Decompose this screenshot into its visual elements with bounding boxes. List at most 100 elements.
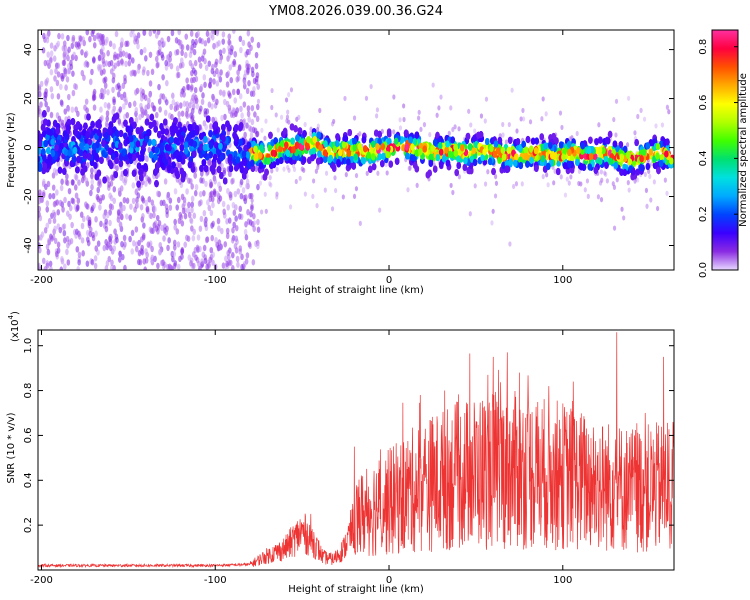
spectrogram-cell [202, 209, 207, 217]
spectrogram-cell [177, 121, 182, 129]
spectrogram-cell [136, 67, 141, 74]
spectrogram-cell [96, 186, 101, 194]
spectrogram-cell [234, 164, 239, 172]
spectrogram-cell [237, 213, 242, 220]
spectrogram-cell [154, 32, 159, 39]
spectrogram-cell [177, 30, 181, 36]
spectrogram-cell [71, 70, 75, 77]
spectrogram-cell [69, 59, 73, 67]
spectrogram-cell [173, 188, 178, 195]
spectrogram-cell [49, 50, 54, 57]
spectrogram-cell [94, 245, 99, 252]
spectrogram-cell [222, 167, 227, 174]
spectrogram-cell [263, 191, 267, 197]
spectrogram-cell [175, 204, 180, 211]
spectrogram-cell [604, 171, 608, 177]
spectrogram-cell [135, 202, 140, 209]
spectrogram-cell [92, 42, 97, 49]
spectrogram-cell [113, 62, 118, 69]
spectrogram-cell [55, 199, 60, 206]
spectrogram-cell [172, 244, 177, 251]
spectrogram-cell [164, 229, 169, 236]
spectrogram-cell [209, 246, 214, 254]
spectrogram-cell [190, 84, 194, 91]
spectrogram-cell [233, 242, 238, 250]
spectrogram-cell [177, 217, 182, 225]
spectrogram-cell [133, 69, 137, 77]
spectrogram-cell [55, 189, 59, 196]
spectrogram-cell [41, 130, 47, 138]
spectrogram-cell [61, 206, 65, 213]
spectrogram-cell [599, 197, 604, 203]
spectrogram-cell [507, 121, 511, 128]
spectrogram-cell [303, 191, 307, 197]
spectrogram-cell [144, 199, 149, 207]
spectrogram-cell [199, 170, 204, 177]
spectrogram-cell [108, 219, 112, 227]
spectrogram-cell [191, 235, 196, 242]
spectrogram-cell [622, 215, 626, 221]
spectrogram-cell [124, 51, 129, 59]
spectrogram-cell [152, 105, 157, 112]
spectrogram-cell [504, 139, 508, 145]
spectrogram-cell [172, 239, 177, 247]
spectrogram-cell [585, 178, 590, 184]
spectrogram-cell [178, 102, 183, 109]
spectrogram-cell [148, 30, 153, 37]
spectrogram-cell [80, 49, 84, 56]
spectrogram-cell [157, 219, 162, 227]
spectrogram-cell [119, 205, 123, 213]
spectrogram-cell [102, 88, 107, 95]
spectrogram-cell [415, 182, 419, 188]
spectrogram-cell [311, 193, 315, 200]
spectrogram-cell [148, 80, 153, 87]
spectrogram-cell [212, 188, 217, 195]
spectrogram-cell [92, 202, 96, 209]
spectrogram-cell [142, 30, 147, 36]
spectrogram-cell [451, 189, 455, 196]
spectrogram-cell [120, 240, 124, 248]
spectrogram-cell [129, 203, 133, 210]
spectrogram-cell [222, 47, 226, 54]
spectrogram-cell [250, 205, 254, 212]
spectrogram-cell [107, 181, 111, 188]
spectrogram-cell [406, 187, 410, 193]
spectrogram-cell [227, 217, 232, 224]
spectrogram-cell [615, 145, 620, 153]
spectrogram-cell [139, 87, 144, 94]
spectrogram-cell [202, 244, 207, 252]
spectrogram-cell [156, 130, 162, 139]
spectrogram-cell [171, 98, 176, 106]
spectrogram-cell [166, 193, 170, 201]
spectrogram-cell [473, 183, 477, 189]
spectrogram-cell [123, 74, 127, 81]
spectrogram-cell [41, 191, 46, 199]
spectrogram-cell [62, 223, 67, 230]
spectrogram-cell [149, 212, 153, 220]
spectrogram-cell [508, 241, 512, 247]
spectrogram-cell [128, 235, 132, 243]
spectrogram-cell [92, 57, 96, 64]
spectrogram-cell [164, 128, 169, 136]
spectrogram-cell [123, 176, 128, 184]
spectrogram-cell [158, 44, 162, 52]
spectrogram-cell [316, 164, 320, 170]
spectrogram-cell [246, 67, 250, 74]
spectrogram-cell [51, 192, 56, 200]
spectrogram-cell [179, 57, 184, 64]
spectrogram-cell [408, 165, 412, 171]
spectrogram-cell [235, 255, 240, 263]
spectrogram-cell [138, 113, 142, 121]
spectrogram-cell [284, 97, 289, 103]
spectrogram-cell [151, 203, 156, 211]
spectrogram-cell [57, 166, 63, 174]
spectrogram-cell [619, 168, 624, 176]
spectrogram-cell [228, 194, 233, 201]
spectrogram-cell [165, 79, 169, 87]
spectrogram-cell [58, 199, 63, 207]
spectrogram-cell [288, 204, 293, 210]
spectrogram-cell [72, 51, 76, 59]
spectrogram-cell [333, 175, 337, 181]
spectrogram-cell [59, 184, 64, 192]
spectrogram-cell [217, 40, 221, 47]
